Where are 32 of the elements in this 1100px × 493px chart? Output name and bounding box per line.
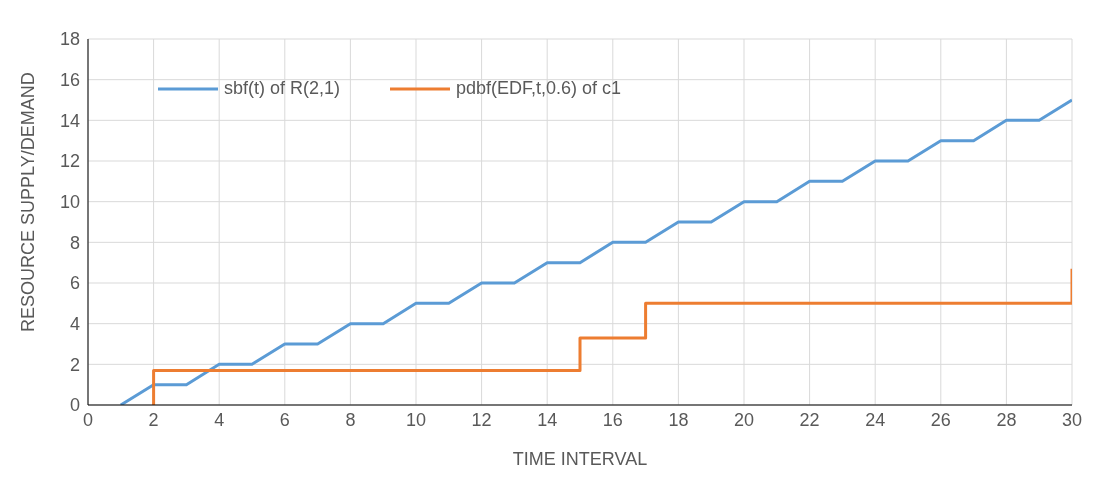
x-tick-label: 14 (537, 409, 558, 430)
x-tick-label: 28 (996, 409, 1017, 430)
y-tick-label: 0 (69, 395, 80, 416)
x-tick-label: 2 (148, 409, 159, 430)
x-tick-label: 30 (1061, 409, 1083, 430)
y-tick-label: 16 (59, 70, 80, 91)
x-tick-label: 26 (930, 409, 951, 430)
x-tick-label: 12 (471, 409, 492, 430)
legend-label: sbf(t) of R(2,1) (224, 78, 341, 99)
y-tick-label: 12 (59, 151, 80, 172)
line-series (119, 98, 1072, 405)
line-series (152, 267, 1072, 405)
x-tick-label: 18 (668, 409, 689, 430)
legend-label: pdbf(EDF,t,0.6) of c1 (456, 78, 622, 99)
y-axis-title: RESOURCE SUPPLY/DEMAND (18, 72, 39, 332)
y-tick-label: 2 (69, 354, 80, 375)
x-axis-title: TIME INTERVAL (512, 449, 648, 469)
y-tick-label: 10 (59, 192, 80, 213)
x-tick-label: 6 (279, 409, 290, 430)
y-tick-label: 4 (69, 314, 80, 335)
x-tick-label: 8 (345, 409, 356, 430)
x-tick-label: 20 (733, 409, 755, 430)
x-tick-label: 10 (405, 409, 427, 430)
x-tick-label: 24 (865, 409, 886, 430)
x-tick-label: 0 (82, 409, 94, 430)
x-tick-label: 4 (214, 409, 225, 430)
y-tick-label: 18 (59, 29, 80, 50)
y-tick-label: 6 (69, 273, 80, 294)
y-tick-label: 8 (69, 232, 80, 253)
y-tick-label: 14 (59, 110, 80, 131)
x-tick-label: 16 (602, 409, 623, 430)
x-tick-label: 22 (799, 409, 820, 430)
